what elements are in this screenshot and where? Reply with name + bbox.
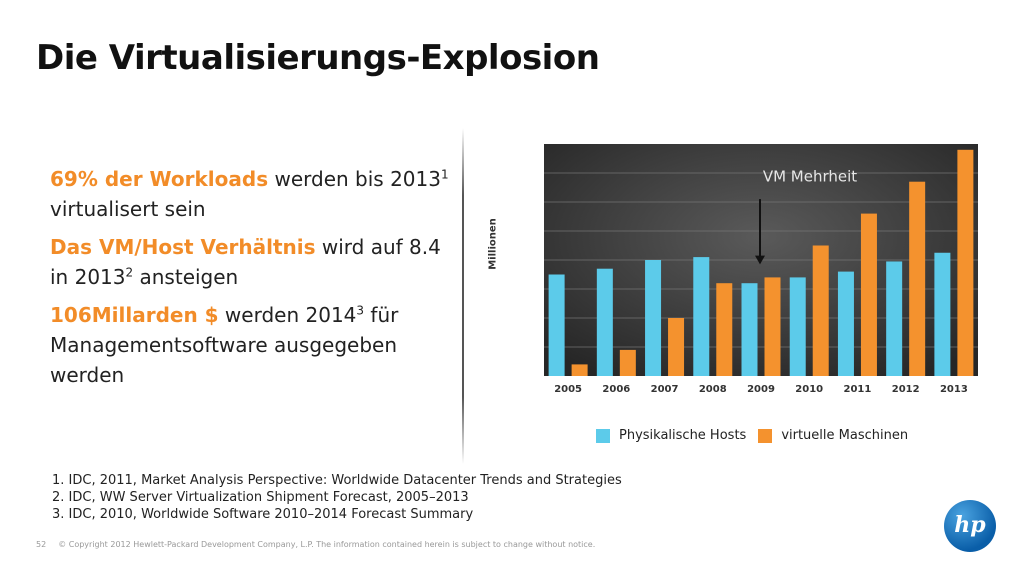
bullet-text: virtualisert sein — [50, 197, 206, 221]
bar-hosts-2012 — [886, 261, 903, 376]
bar-vms-2006 — [619, 349, 636, 376]
annotation-label: VM Mehrheit — [763, 168, 857, 186]
y-axis-label-text: Millionen — [487, 218, 499, 270]
bar-hosts-2010 — [789, 277, 806, 376]
bullet-management-spend: 106Millarden $ werden 20143 für Manageme… — [50, 300, 450, 390]
legend-label-vms: virtuelle Maschinen — [781, 428, 909, 443]
bar-vms-2008 — [716, 283, 733, 376]
page-number: 52 — [36, 540, 47, 549]
legend-item-hosts: Physikalische Hosts — [596, 428, 746, 443]
bar-vms-2012 — [909, 181, 926, 376]
footnote-ref: 2 — [125, 265, 134, 280]
bullet-text: für Managementsoftware ausgegeben werden — [50, 303, 399, 387]
bar-vms-2005 — [571, 364, 588, 376]
y-axis-label: Millionen — [486, 214, 500, 274]
bar-vms-2009 — [764, 277, 781, 376]
footnote-ref: 1 — [440, 167, 449, 182]
footnote-ref: 3 — [356, 303, 365, 318]
x-tick-label: 2006 — [602, 384, 630, 395]
bullet-text: werden 2014 — [218, 303, 357, 327]
vertical-divider — [462, 128, 464, 464]
bar-vms-2007 — [668, 318, 685, 376]
x-tick-label: 2010 — [795, 384, 823, 395]
bar-hosts-2011 — [837, 271, 854, 376]
x-tick-label: 2013 — [940, 384, 968, 395]
x-tick-label: 2007 — [651, 384, 679, 395]
bar-hosts-2009 — [741, 283, 758, 376]
bar-hosts-2005 — [548, 274, 565, 376]
bullet-workloads: 69% der Workloads werden bis 20131 virtu… — [50, 164, 450, 224]
bar-hosts-2008 — [693, 257, 710, 376]
x-tick-label: 2008 — [699, 384, 727, 395]
bar-chart: 2005 2006 2007 2008 2009 2010 2011 2012 2013 VM M… — [544, 144, 978, 395]
copyright-text: © Copyright 2012 Hewlett-Packard Develop… — [58, 540, 596, 549]
hp-logo: hp — [944, 500, 996, 552]
copyright-line: 52 © Copyright 2012 Hewlett-Packard Devel… — [36, 540, 595, 549]
x-tick-label: 2009 — [747, 384, 775, 395]
annotation-arrow-head — [755, 255, 765, 265]
legend-swatch-vms — [758, 428, 773, 443]
footnote-2: 2. IDC, WW Server Virtualization Shipmen… — [52, 490, 469, 505]
bullet-text: werden bis 2013 — [268, 167, 441, 191]
bar-hosts-2007 — [645, 260, 662, 376]
bullet-highlight: 106Millarden $ — [50, 303, 219, 327]
x-tick-label: 2005 — [554, 384, 582, 395]
bullet-text: ansteigen — [133, 265, 239, 289]
bar-vms-2011 — [860, 213, 877, 376]
bullet-highlight: Das VM/Host Verhältnis — [50, 235, 316, 259]
bullet-highlight: 69% der Workloads — [50, 167, 269, 191]
bar-hosts-2006 — [596, 268, 613, 376]
legend-swatch-hosts — [596, 428, 610, 443]
legend-label-hosts: Physikalische Hosts — [619, 428, 747, 443]
chart-legend: Physikalische Hosts virtuelle Maschinen — [596, 428, 920, 443]
bullet-text: wird auf 8.4 in 2013 — [50, 235, 441, 289]
bullet-list: 69% der Workloads werden bis 20131 virtu… — [50, 164, 450, 398]
bar-hosts-2013 — [934, 252, 951, 376]
footnote-3: 3. IDC, 2010, Worldwide Software 2010–20… — [52, 507, 474, 522]
footnotes: 1. IDC, 2011, Market Analysis Perspectiv… — [52, 472, 622, 523]
legend-item-vms: virtuelle Maschinen — [758, 428, 908, 443]
bullet-vm-host-ratio: Das VM/Host Verhältnis wird auf 8.4 in 2… — [50, 232, 450, 292]
slide-title: Die Virtualisierungs-Explosion — [36, 38, 600, 78]
x-tick-label: 2011 — [844, 384, 872, 395]
bar-vms-2013 — [957, 149, 974, 376]
hp-logo-text: hp — [954, 512, 986, 538]
footnote-1: 1. IDC, 2011, Market Analysis Perspectiv… — [52, 473, 622, 488]
bar-vms-2010 — [812, 245, 829, 376]
x-tick-label: 2012 — [892, 384, 920, 395]
